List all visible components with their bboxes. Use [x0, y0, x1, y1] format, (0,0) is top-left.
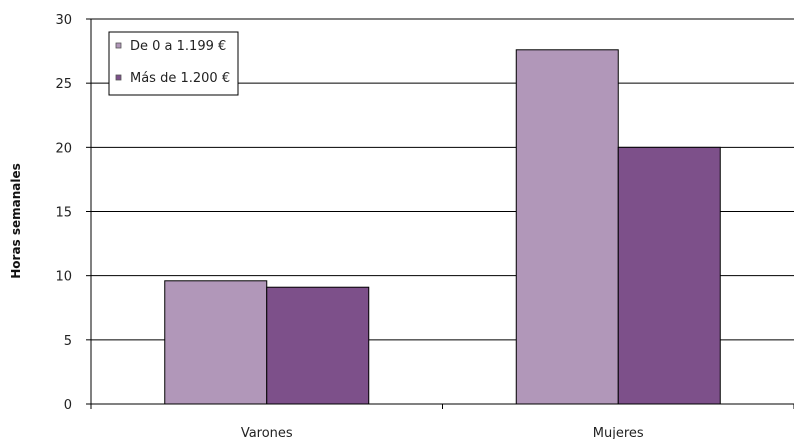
- y-tick-label: 25: [55, 77, 72, 92]
- bar-varones-series-1: [164, 280, 268, 405]
- tick-labels: 0 5 10 15 20 25 30 Varones Mujeres: [55, 13, 643, 439]
- x-tick-label: Varones: [241, 426, 293, 439]
- y-axis-title: Horas semanales: [9, 163, 23, 279]
- x-tick-label: Mujeres: [593, 426, 644, 439]
- legend: De 0 a 1.199 € Más de 1.200 €: [108, 31, 239, 96]
- y-tick-label: 0: [64, 398, 72, 413]
- axes: [86, 18, 794, 409]
- legend-swatch: [115, 74, 122, 81]
- bar-varones-series-2: [266, 286, 370, 405]
- legend-label: De 0 a 1.199 €: [130, 39, 226, 54]
- y-tick-label: 15: [55, 206, 72, 221]
- bars: [164, 49, 721, 405]
- y-tick-label: 10: [55, 270, 72, 285]
- y-tick-label: 20: [55, 141, 72, 156]
- legend-swatch: [115, 42, 122, 49]
- legend-box: [108, 31, 239, 96]
- legend-label: Más de 1.200 €: [130, 71, 230, 86]
- y-tick-label: 30: [55, 13, 72, 28]
- y-tick-label: 5: [64, 334, 72, 349]
- bar-mujeres-series-2: [617, 146, 721, 405]
- bar-mujeres-series-1: [515, 49, 619, 405]
